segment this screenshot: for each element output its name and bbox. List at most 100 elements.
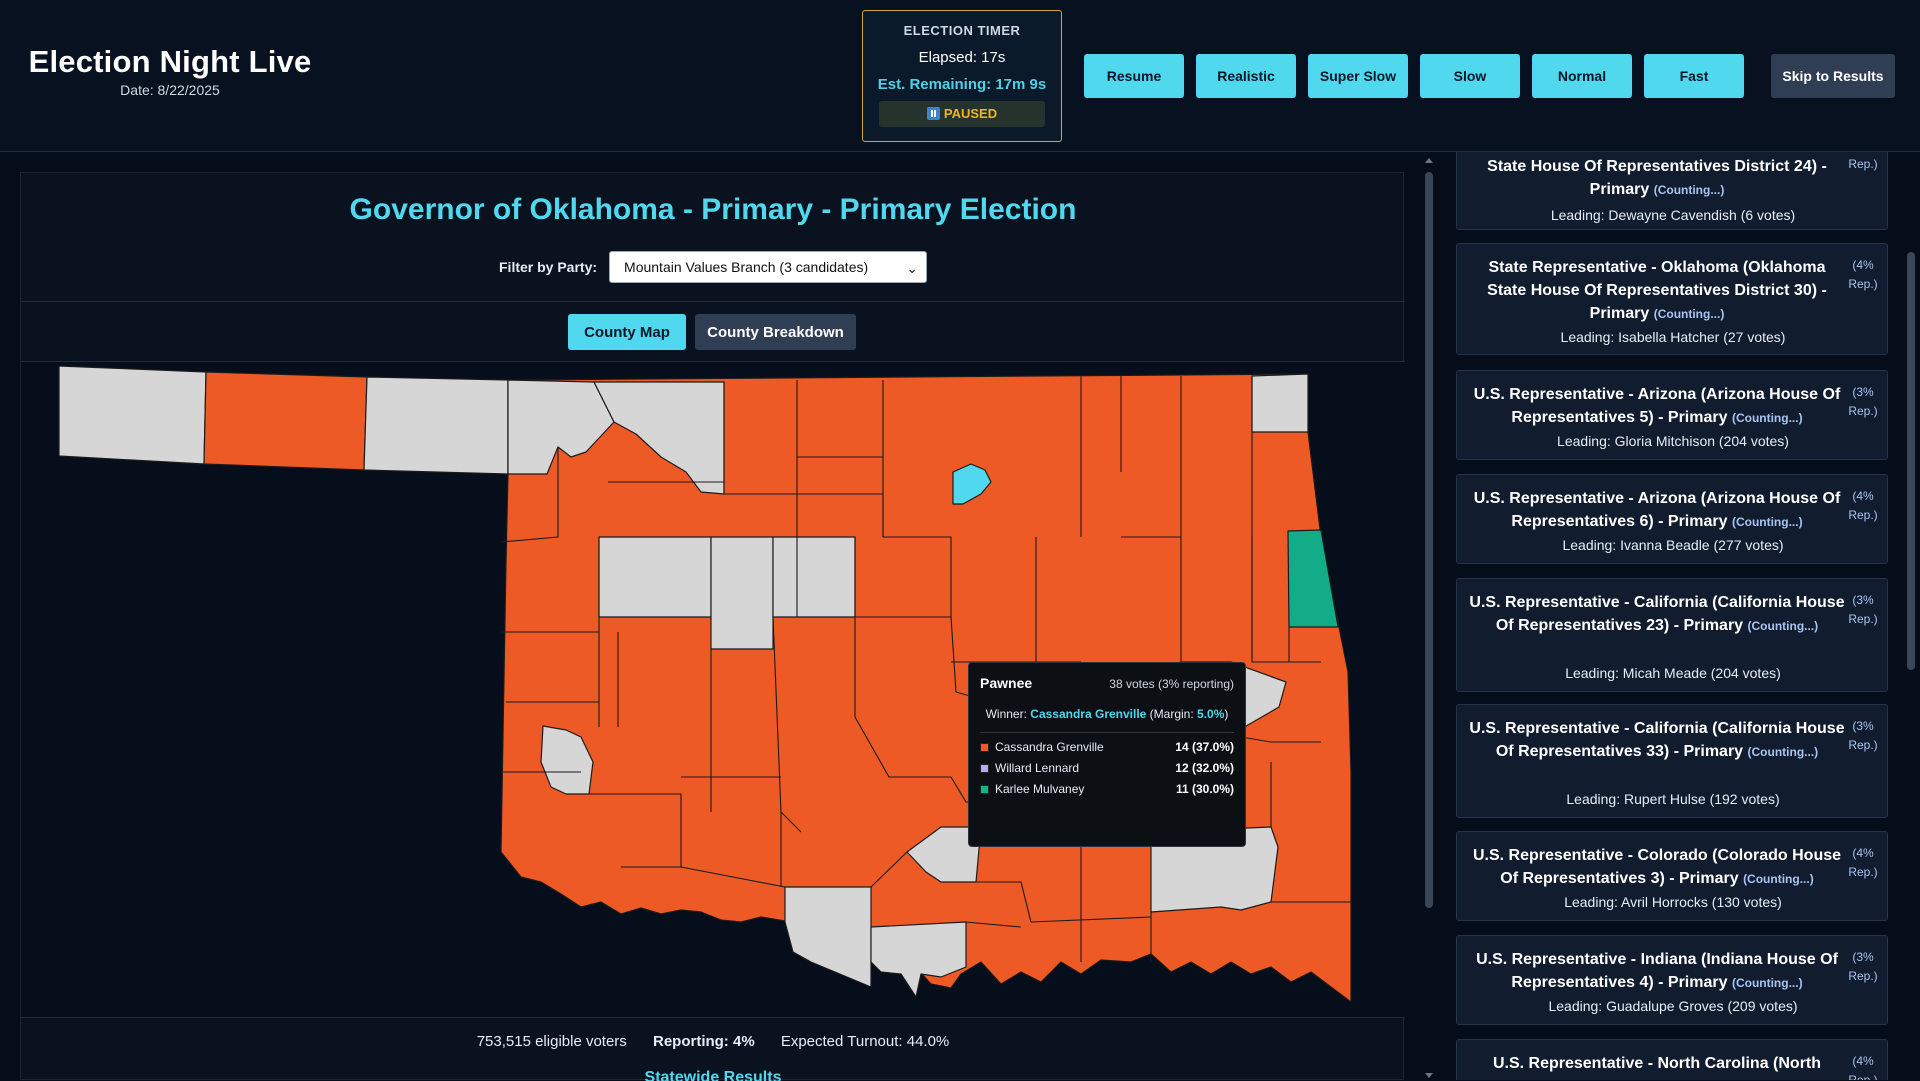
tooltip-margin-value: 5.0% (1197, 707, 1225, 721)
race-card[interactable]: U.S. Representative - Arizona (Arizona H… (1456, 474, 1888, 564)
party-filter-label: Filter by Party: (499, 259, 598, 275)
race-card-title: State Representative - Oklahoma (Oklahom… (1467, 256, 1847, 326)
counting-label: (Counting...) (1731, 515, 1803, 529)
tooltip-winner: Winner: Cassandra Grenville (Margin: 5.0… (980, 705, 1234, 733)
speed-slow-button[interactable]: Slow (1420, 54, 1520, 98)
candidate-votes: 12 (32.0%) (1175, 761, 1234, 775)
race-title-text: State Representative - Oklahoma (Oklahom… (1487, 259, 1827, 322)
timer-status-label: PAUSED (943, 106, 998, 121)
race-card-title: U.S. Representative - North Carolina (No… (1467, 1052, 1847, 1075)
race-title-text: State House Of Representatives District … (1487, 158, 1827, 198)
counting-label: (Counting...) (1653, 307, 1725, 321)
race-card-title: U.S. Representative - Colorado (Colorado… (1467, 844, 1847, 891)
leading-candidate: Leading: Gloria Mitchison (204 votes) (1557, 433, 1789, 449)
party-filter: Filter by Party: Mountain Values Branch … (499, 251, 928, 283)
counting-label: (Counting...) (1743, 872, 1814, 886)
tooltip-candidate-row: Cassandra Grenville 14 (37.0%) (980, 740, 1234, 754)
county-logan[interactable] (772, 536, 856, 618)
timer-remaining: Est. Remaining: 17m 9s (877, 76, 1047, 93)
reporting-badge: (4% Rep.) (1848, 846, 1878, 879)
timer-elapsed: Elapsed: 17s (918, 49, 1006, 66)
top-header: Election Night Live Date: 8/22/2025 ELEC… (0, 0, 1920, 152)
counting-label: (Counting...) (1731, 976, 1803, 990)
scrollbar-thumb[interactable] (1907, 252, 1915, 670)
race-card[interactable]: U.S. Representative - Colorado (Colorado… (1456, 831, 1888, 921)
party-filter-select[interactable]: Mountain Values Branch (3 candidates) ⌄ (609, 251, 928, 283)
counting-label: (Counting...) (1747, 745, 1819, 759)
race-card-title: U.S. Representative - California (Califo… (1467, 591, 1847, 638)
speed-super-slow-button[interactable]: Super Slow (1308, 54, 1408, 98)
county-pawnee[interactable] (952, 463, 992, 505)
reporting-badge: (3% Rep.) (1848, 385, 1878, 418)
county-love[interactable] (784, 886, 872, 988)
race-title-text: U.S. Representative - Colorado (Colorado… (1472, 847, 1842, 887)
speed-normal-button[interactable]: Normal (1532, 54, 1632, 98)
resume-button[interactable]: Resume (1084, 54, 1184, 98)
speed-fast-button[interactable]: Fast (1644, 54, 1744, 98)
scroll-up-icon[interactable] (1425, 158, 1433, 163)
reporting-badge: (3% Rep.) (1848, 719, 1878, 752)
tooltip-winner-name: Cassandra Grenville (1030, 707, 1147, 721)
statewide-results-heading: Statewide Results (644, 1069, 782, 1081)
race-card-title: State House Of Representatives District … (1467, 155, 1847, 202)
reporting-badge: (4% Rep.) (1848, 489, 1878, 522)
county-le-flore[interactable] (1150, 826, 1279, 913)
tooltip-margin-prefix: (Margin: (1146, 707, 1198, 721)
reporting-badge: (3% Rep.) (1848, 950, 1878, 983)
race-card[interactable]: U.S. Representative - Arizona (Arizona H… (1456, 370, 1888, 460)
scroll-down-icon[interactable] (1425, 1073, 1433, 1078)
race-title-text: U.S. Representative - California (Califo… (1469, 594, 1845, 634)
county-kingfisher[interactable] (710, 536, 774, 650)
reporting-badge: (4% Rep.) (1848, 258, 1878, 291)
tab-county-map[interactable]: County Map (568, 314, 686, 350)
tab-county-breakdown[interactable]: County Breakdown (695, 314, 856, 350)
tooltip-county-name: Pawnee (980, 675, 1033, 691)
candidate-name: Willard Lennard (995, 761, 1080, 775)
divider (21, 301, 1405, 302)
race-card[interactable]: U.S. Representative - California (Califo… (1456, 578, 1888, 692)
race-card[interactable]: State House Of Representatives District … (1456, 152, 1888, 230)
race-card-title: U.S. Representative - California (Califo… (1467, 717, 1847, 764)
race-title-text: U.S. Representative - Arizona (Arizona H… (1473, 490, 1841, 530)
race-card[interactable]: U.S. Representative - California (Califo… (1456, 704, 1888, 818)
race-title-text: U.S. Representative - California (Califo… (1469, 720, 1845, 760)
county-beaver[interactable] (363, 376, 509, 475)
race-title-text: U.S. Representative - North Carolina (No… (1492, 1055, 1822, 1072)
race-card[interactable]: U.S. Representative - North Carolina (No… (1456, 1039, 1888, 1080)
leading-candidate: Leading: Isabella Hatcher (27 votes) (1560, 329, 1786, 345)
county-texas[interactable] (203, 371, 368, 471)
candidate-name: Karlee Mulvaney (995, 782, 1085, 796)
timer-title: ELECTION TIMER (903, 23, 1021, 38)
leading-candidate: Leading: Dewayne Cavendish (6 votes) (1550, 207, 1796, 223)
races-sidebar: State House Of Representatives District … (1444, 152, 1904, 1080)
leading-candidate: Leading: Ivanna Beadle (277 votes) (1562, 537, 1784, 553)
county-nowata[interactable] (1251, 373, 1309, 433)
skip-to-results-button[interactable]: Skip to Results (1771, 54, 1895, 98)
county-blaine[interactable] (598, 536, 712, 618)
county-adair[interactable] (1287, 529, 1339, 628)
tooltip-votes: 38 votes (3% reporting) (1109, 677, 1234, 691)
tooltip-winner-prefix: Winner: (985, 707, 1031, 721)
main-scrollbar[interactable] (1424, 156, 1434, 1080)
reporting-badge: Rep.) (1848, 157, 1878, 171)
race-card[interactable]: U.S. Representative - Indiana (Indiana H… (1456, 935, 1888, 1025)
race-title-text: U.S. Representative - Indiana (Indiana H… (1476, 951, 1838, 991)
race-card-title: U.S. Representative - Arizona (Arizona H… (1467, 383, 1847, 430)
county-cimarron[interactable] (58, 365, 207, 465)
leading-candidate: Leading: Avril Horrocks (130 votes) (1564, 894, 1782, 910)
scrollbar-thumb[interactable] (1425, 172, 1433, 908)
race-card[interactable]: State Representative - Oklahoma (Oklahom… (1456, 243, 1888, 355)
election-timer: ELECTION TIMER Elapsed: 17s Est. Remaini… (862, 10, 1062, 142)
color-swatch (980, 784, 989, 794)
sidebar-scrollbar[interactable] (1906, 156, 1916, 1080)
reporting-badge: (3% Rep.) (1848, 593, 1878, 626)
speed-realistic-button[interactable]: Realistic (1196, 54, 1296, 98)
county-marshall[interactable] (870, 921, 967, 998)
leading-candidate: Leading: Micah Meade (204 votes) (1565, 665, 1781, 681)
reporting-percent: Reporting: 4% (652, 1033, 755, 1050)
color-swatch (980, 763, 989, 773)
candidate-votes: 11 (30.0%) (1175, 782, 1234, 796)
leading-candidate: Leading: Rupert Hulse (192 votes) (1566, 791, 1780, 807)
pause-icon (926, 107, 940, 120)
counting-label: (Counting...) (1731, 411, 1803, 425)
